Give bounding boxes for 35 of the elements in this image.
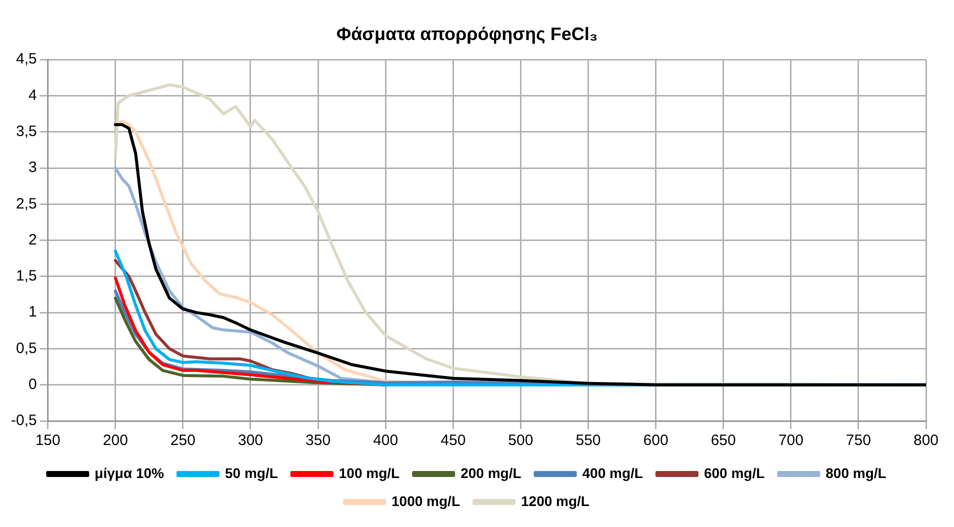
y-tick-label: 0 bbox=[28, 376, 37, 393]
y-tick-label: 1 bbox=[28, 304, 37, 321]
legend-label: 1200 mg/L bbox=[521, 492, 590, 509]
x-tick-label: 250 bbox=[170, 432, 196, 450]
y-tick-label: 4 bbox=[28, 86, 37, 104]
legend-label: 1000 mg/L bbox=[392, 492, 460, 509]
legend-label: 200 mg/L bbox=[460, 464, 522, 481]
x-tick-label: 700 bbox=[778, 432, 804, 450]
legend-label: 600 mg/L bbox=[704, 464, 766, 481]
legend-label: 800 mg/L bbox=[826, 464, 887, 481]
x-tick-label: 150 bbox=[35, 432, 60, 450]
y-tick-label: -0,5 bbox=[10, 412, 37, 430]
x-tick-label: 500 bbox=[508, 432, 534, 450]
x-tick-label: 200 bbox=[102, 432, 128, 450]
legend-label: 100 mg/L bbox=[338, 464, 400, 481]
x-tick-label: 550 bbox=[576, 432, 601, 450]
x-tick-label: 450 bbox=[440, 432, 466, 450]
x-tick-label: 350 bbox=[306, 432, 331, 450]
y-tick-label: 4,5 bbox=[16, 50, 37, 68]
y-tick-label: 3,5 bbox=[16, 123, 37, 140]
chart-title: Φάσματα απορρόφησης FeCl₃ bbox=[336, 24, 598, 44]
x-tick-label: 300 bbox=[238, 432, 264, 450]
y-tick-label: 2 bbox=[28, 231, 37, 248]
x-tick-label: 400 bbox=[373, 432, 398, 450]
y-tick-label: 0,5 bbox=[16, 340, 37, 357]
legend-label: μίγμα 10% bbox=[94, 464, 165, 481]
legend-label: 400 mg/L bbox=[582, 464, 644, 481]
y-tick-label: 2,5 bbox=[16, 195, 37, 212]
x-tick-label: 650 bbox=[710, 432, 736, 450]
legend-label: 50 mg/L bbox=[224, 464, 278, 481]
x-tick-label: 600 bbox=[643, 432, 668, 450]
x-tick-label: 800 bbox=[913, 432, 939, 450]
x-tick-label: 750 bbox=[846, 432, 871, 450]
y-tick-label: 1,5 bbox=[16, 268, 37, 285]
y-tick-label: 3 bbox=[28, 159, 37, 176]
